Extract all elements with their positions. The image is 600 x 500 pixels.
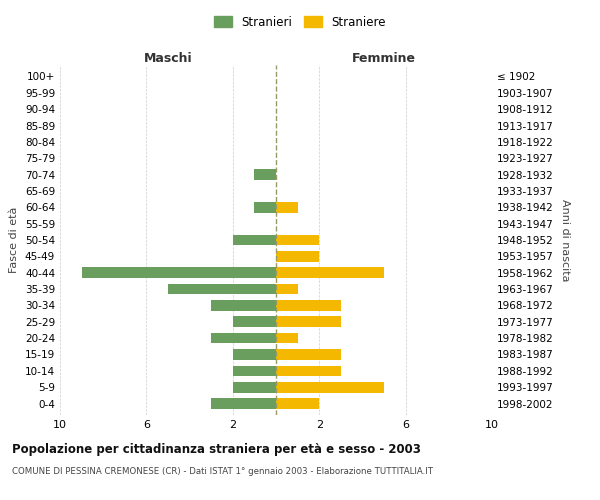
- Bar: [254, 202, 276, 212]
- Text: Femmine: Femmine: [352, 52, 416, 65]
- Bar: [276, 251, 319, 262]
- Text: Maschi: Maschi: [143, 52, 193, 65]
- Bar: [211, 300, 276, 310]
- Bar: [276, 366, 341, 376]
- Bar: [276, 202, 298, 212]
- Bar: [276, 316, 341, 327]
- Text: Popolazione per cittadinanza straniera per età e sesso - 2003: Popolazione per cittadinanza straniera p…: [12, 442, 421, 456]
- Text: COMUNE DI PESSINA CREMONESE (CR) - Dati ISTAT 1° gennaio 2003 - Elaborazione TUT: COMUNE DI PESSINA CREMONESE (CR) - Dati …: [12, 468, 433, 476]
- Bar: [276, 333, 298, 344]
- Y-axis label: Fasce di età: Fasce di età: [10, 207, 19, 273]
- Bar: [276, 349, 341, 360]
- Bar: [233, 366, 276, 376]
- Bar: [254, 170, 276, 180]
- Bar: [233, 382, 276, 392]
- Y-axis label: Anni di nascita: Anni di nascita: [560, 198, 570, 281]
- Bar: [82, 268, 276, 278]
- Bar: [211, 333, 276, 344]
- Bar: [233, 316, 276, 327]
- Legend: Stranieri, Straniere: Stranieri, Straniere: [209, 11, 391, 34]
- Bar: [233, 349, 276, 360]
- Bar: [168, 284, 276, 294]
- Bar: [233, 234, 276, 246]
- Bar: [276, 284, 298, 294]
- Bar: [276, 268, 384, 278]
- Bar: [276, 398, 319, 409]
- Bar: [211, 398, 276, 409]
- Bar: [276, 234, 319, 246]
- Bar: [276, 382, 384, 392]
- Bar: [276, 300, 341, 310]
